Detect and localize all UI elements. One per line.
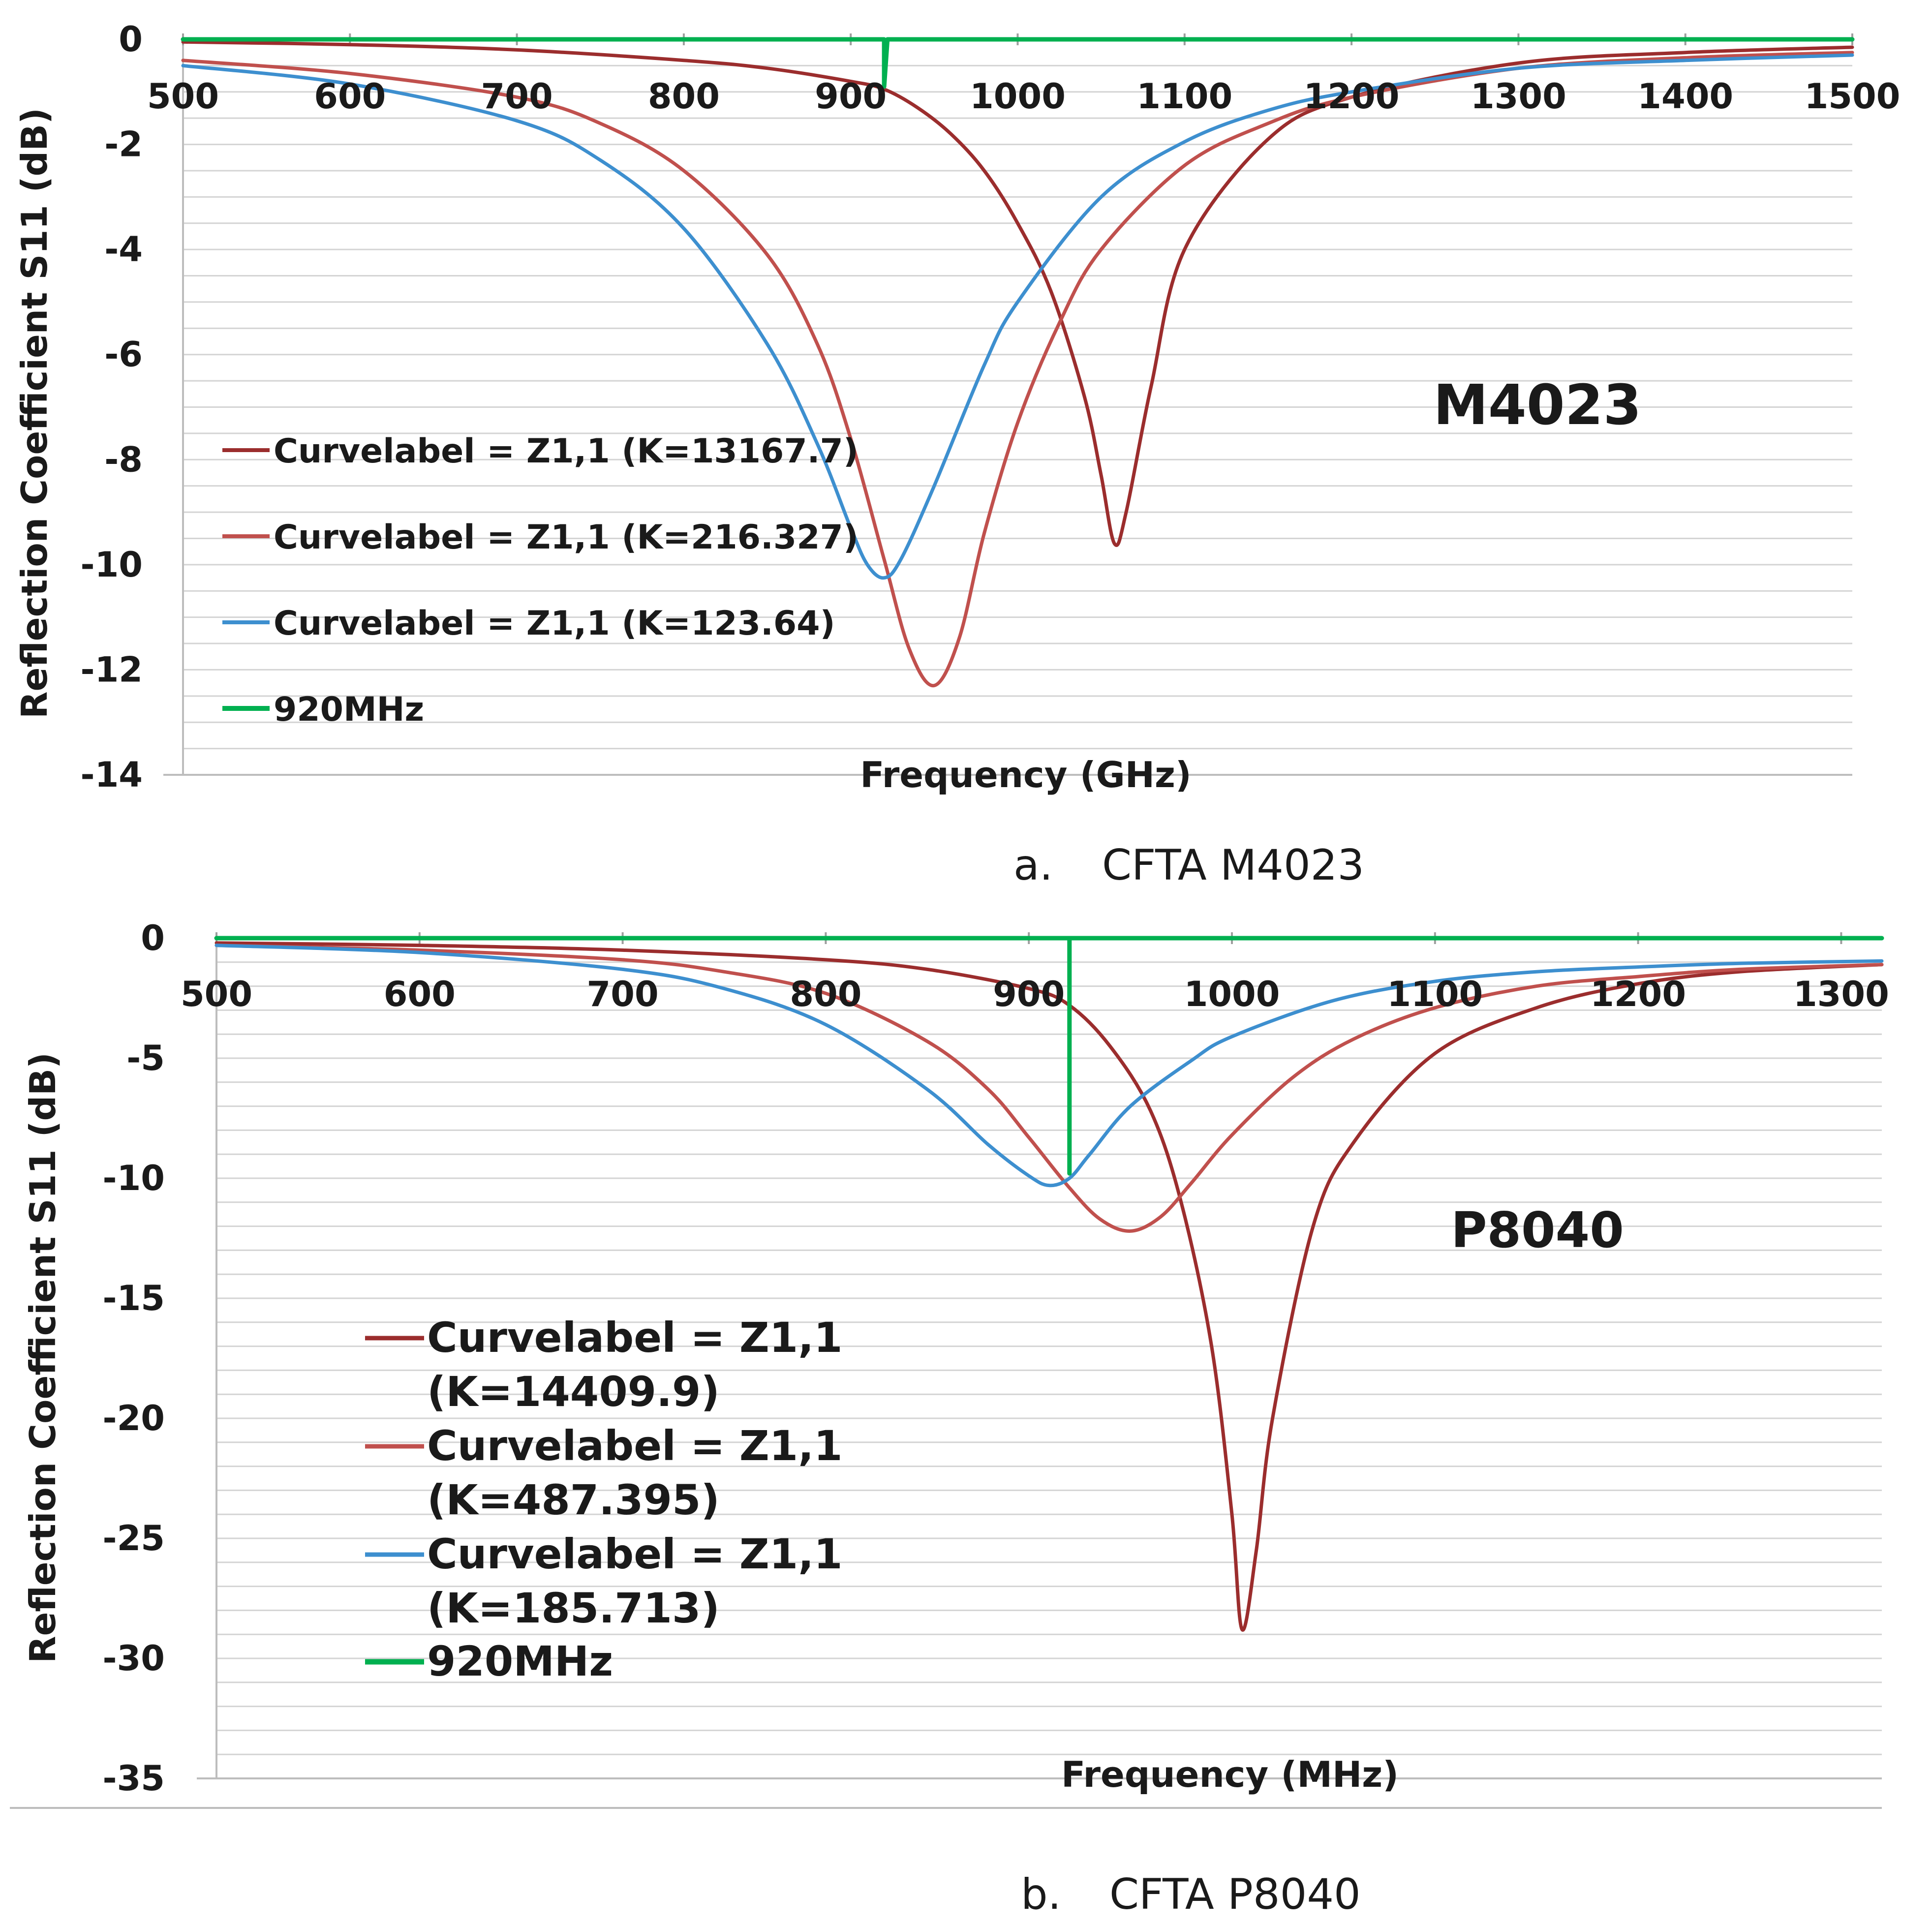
- chart-title: P8040: [1451, 1201, 1624, 1259]
- series-line-0: [215, 941, 1884, 1632]
- legend-label-920mhz: 920MHz: [427, 1637, 613, 1685]
- x-tick-label: 1200: [1590, 974, 1686, 1014]
- y-tick-label: -14: [81, 755, 143, 795]
- y-axis-title: Reflection Coefficient S11 (dB): [14, 108, 55, 719]
- x-tick-label: 600: [314, 76, 386, 117]
- y-tick-label: -10: [103, 1158, 165, 1198]
- legend-label-k123: Curvelabel = Z1,1 (K=123.64): [274, 604, 835, 643]
- plot-area: [216, 938, 1882, 1778]
- y-axis-ticks: 0 -5 -10 -15 -20 -25 -30 -35: [103, 918, 165, 1799]
- legend-label-k14409-line1: Curvelabel = Z1,1: [427, 1314, 843, 1362]
- y-tick-label: -6: [104, 335, 143, 375]
- x-tick-label: 900: [815, 76, 887, 117]
- chart-p8040: 0 -5 -10 -15 -20 -25 -30 -35 500 600 700…: [10, 918, 1889, 1809]
- x-tick-label: 1100: [1136, 76, 1232, 117]
- chart-m4023: 0 -2 -4 -6 -8 -10 -12 -14 500 600 700 80…: [14, 19, 1900, 795]
- y-tick-label: -8: [104, 439, 143, 480]
- y-tick-label: -5: [126, 1038, 165, 1078]
- y-tick-label: -20: [103, 1398, 165, 1438]
- x-tick-label: 700: [587, 974, 659, 1014]
- plot-background: [216, 938, 1882, 1778]
- y-tick-label: -30: [103, 1638, 165, 1679]
- legend-label-k216: Curvelabel = Z1,1 (K=216.327): [274, 518, 859, 557]
- x-tick-label: 1500: [1805, 76, 1901, 117]
- legend-label-k14409-line2: (K=14409.9): [427, 1368, 720, 1416]
- x-tick-label: 500: [147, 76, 219, 117]
- legend-label-k13167: Curvelabel = Z1,1 (K=13167.7): [274, 432, 859, 471]
- legend-label-k185-line2: (K=185.713): [427, 1584, 720, 1632]
- x-tick-label: 500: [181, 974, 252, 1014]
- y-tick-label: -2: [104, 124, 143, 165]
- x-tick-label: 1100: [1387, 974, 1483, 1014]
- y-axis-ticks: 0 -2 -4 -6 -8 -10 -12 -14: [81, 19, 143, 795]
- series-line-1: [215, 944, 1884, 1233]
- y-tick-label: -10: [81, 545, 143, 585]
- x-tick-label: 1300: [1471, 76, 1566, 117]
- x-tick-label: 1200: [1304, 76, 1400, 117]
- series-line-3: [181, 37, 1855, 89]
- legend-label-920mhz: 920MHz: [274, 690, 424, 729]
- gridlines: [10, 932, 1882, 1809]
- series-layer: [181, 37, 1855, 688]
- series-line-1: [181, 51, 1854, 688]
- series-line-2: [215, 944, 1884, 1188]
- x-axis-title: Frequency (GHz): [860, 754, 1192, 795]
- y-axis-title: Reflection Coefficient S11 (dB): [22, 1052, 63, 1663]
- x-axis-ticks: 500 600 700 800 900 1000 1100 1200 1300 …: [147, 76, 1900, 117]
- x-axis-ticks: 500 600 700 800 900 1000 1100 1200 1300: [181, 974, 1889, 1014]
- chart-title: M4023: [1433, 373, 1641, 437]
- x-tick-label: 700: [481, 76, 553, 117]
- x-tick-label: 1400: [1637, 76, 1733, 117]
- x-tick-label: 1300: [1793, 974, 1889, 1014]
- y-tick-label: -35: [103, 1758, 165, 1799]
- series-line-2: [181, 53, 1854, 580]
- legend-label-k185-line1: Curvelabel = Z1,1: [427, 1530, 843, 1578]
- x-tick-label: 900: [993, 974, 1065, 1014]
- series-layer: [214, 936, 1884, 1632]
- x-tick-label: 800: [790, 974, 861, 1014]
- y-tick-label: -4: [104, 229, 143, 270]
- x-axis-title: Frequency (MHz): [1061, 1754, 1399, 1795]
- caption-text-a: CFTA M4023: [1102, 841, 1364, 890]
- legend-label-k487-line2: (K=487.395): [427, 1476, 720, 1524]
- x-tick-label: 800: [648, 76, 720, 117]
- y-tick-label: 0: [119, 19, 143, 60]
- caption-text-b: CFTA P8040: [1109, 1870, 1361, 1919]
- caption-label-b: b.: [1021, 1870, 1061, 1919]
- legend-label-k487-line1: Curvelabel = Z1,1: [427, 1422, 843, 1470]
- x-tick-label: 1000: [970, 76, 1066, 117]
- y-tick-label: -15: [103, 1278, 165, 1318]
- y-tick-label: -25: [103, 1518, 165, 1559]
- x-tick-label: 1000: [1184, 974, 1280, 1014]
- x-tick-label: 600: [384, 974, 456, 1014]
- legend: Curvelabel = Z1,1 (K=13167.7) Curvelabel…: [222, 432, 859, 729]
- legend: Curvelabel = Z1,1 (K=14409.9) Curvelabel…: [365, 1314, 843, 1685]
- series-line-3: [214, 936, 1884, 1176]
- caption-label-a: a.: [1013, 841, 1053, 890]
- y-tick-label: 0: [141, 918, 165, 958]
- y-tick-label: -12: [81, 649, 143, 690]
